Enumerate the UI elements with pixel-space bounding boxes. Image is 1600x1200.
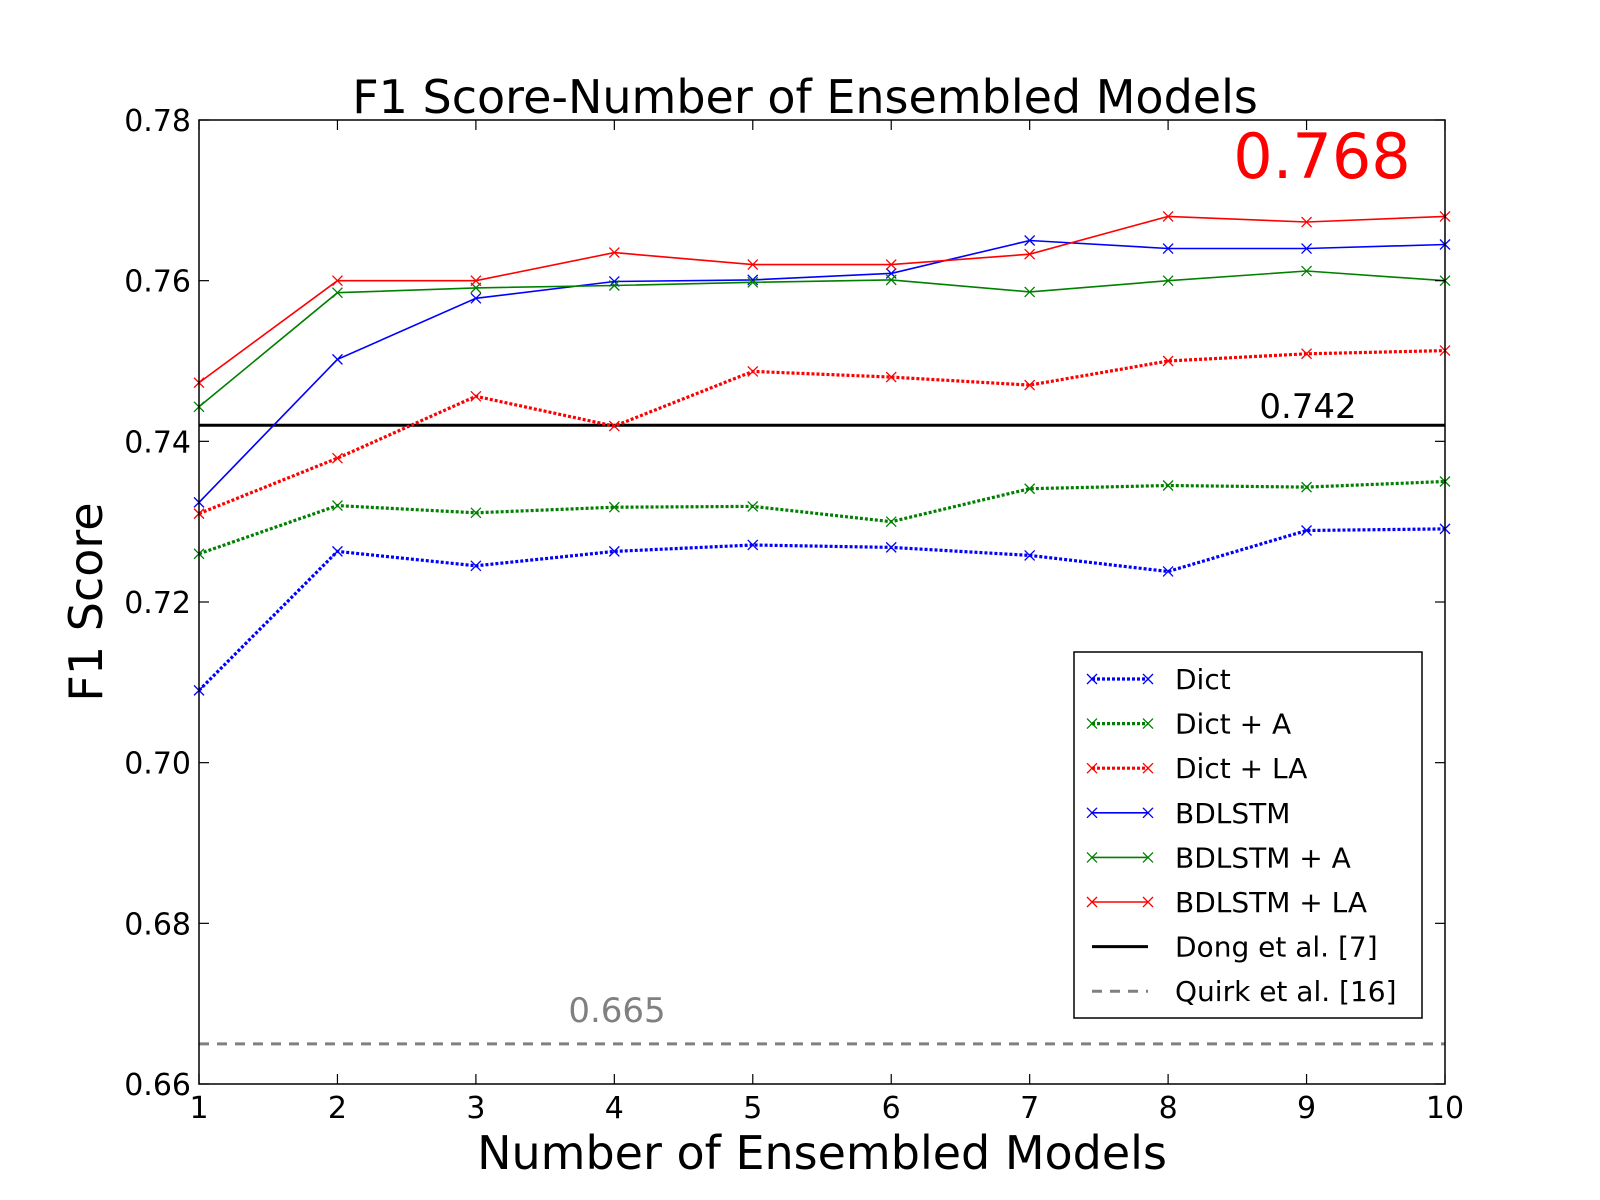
data-point-5-2 bbox=[470, 275, 482, 287]
series-line-0 bbox=[197, 527, 1446, 692]
y-tick-label-6: 0.78 bbox=[124, 104, 191, 139]
ref-label-dong: 0.742 bbox=[1259, 387, 1356, 427]
data-point-3-7 bbox=[1162, 243, 1174, 254]
x-axis-label: Number of Ensembled Models bbox=[477, 1126, 1167, 1180]
x-tick-label-7: 8 bbox=[1159, 1091, 1178, 1126]
best-score-annotation: 0.768 bbox=[1233, 120, 1411, 193]
data-point-0-2 bbox=[470, 560, 482, 572]
data-point-2-4 bbox=[747, 365, 759, 377]
y-tick-label-0: 0.66 bbox=[124, 1068, 191, 1103]
data-point-1-8 bbox=[1301, 481, 1313, 493]
data-point-5-4 bbox=[747, 259, 759, 271]
data-point-2-2 bbox=[470, 390, 482, 402]
legend-label-4: BDLSTM + A bbox=[1175, 841, 1351, 874]
data-point-4-8 bbox=[1301, 265, 1313, 277]
ref-label-quirk: 0.665 bbox=[568, 991, 665, 1031]
series-line-3 bbox=[198, 239, 1446, 503]
legend-marker-2-0 bbox=[1086, 762, 1098, 774]
x-tick-label-8: 9 bbox=[1297, 1091, 1316, 1126]
data-point-1-3 bbox=[608, 501, 620, 513]
legend-marker-1-0 bbox=[1086, 718, 1098, 730]
legend-label-6: Dong et al. [7] bbox=[1175, 931, 1378, 964]
data-point-5-1 bbox=[331, 275, 343, 287]
x-tick-label-5: 6 bbox=[882, 1091, 901, 1126]
data-point-1-7 bbox=[1162, 480, 1174, 491]
y-tick-label-2: 0.70 bbox=[124, 747, 191, 782]
legend-marker-3-1 bbox=[1142, 807, 1154, 819]
data-point-3-4 bbox=[747, 274, 759, 286]
chart-title: F1 Score-Number of Ensembled Models bbox=[352, 70, 1258, 124]
data-point-2-6 bbox=[1024, 379, 1036, 391]
legend-label-1: Dict + A bbox=[1175, 708, 1291, 741]
data-point-3-6 bbox=[1024, 235, 1036, 246]
data-point-3-1 bbox=[331, 353, 343, 365]
x-tick-label-4: 5 bbox=[743, 1091, 762, 1126]
data-point-1-1 bbox=[331, 500, 343, 512]
legend-marker-5-0 bbox=[1086, 896, 1098, 908]
data-point-4-1 bbox=[331, 287, 343, 299]
data-point-3-2 bbox=[470, 292, 482, 304]
legend-marker-0-1 bbox=[1142, 673, 1154, 685]
x-tick-label-2: 3 bbox=[466, 1091, 485, 1126]
data-point-5-3 bbox=[608, 247, 620, 259]
data-point-0-1 bbox=[331, 545, 343, 557]
legend-label-5: BDLSTM + LA bbox=[1175, 886, 1367, 919]
y-tick-label-1: 0.68 bbox=[124, 907, 191, 942]
data-point-0-7 bbox=[1162, 566, 1174, 577]
data-point-2-3 bbox=[608, 420, 620, 432]
legend-label-2: Dict + LA bbox=[1175, 752, 1307, 785]
legend-marker-4-0 bbox=[1086, 851, 1098, 863]
series-line-5 bbox=[198, 215, 1446, 384]
data-point-3-8 bbox=[1301, 243, 1313, 254]
data-point-5-5 bbox=[885, 259, 897, 271]
data-point-1-5 bbox=[885, 516, 897, 528]
y-tick-label-3: 0.72 bbox=[124, 586, 191, 621]
data-point-4-7 bbox=[1162, 275, 1174, 287]
data-point-1-4 bbox=[747, 500, 759, 512]
y-axis-label: F1 Score bbox=[59, 502, 113, 701]
data-point-5-7 bbox=[1162, 210, 1174, 222]
data-point-0-6 bbox=[1024, 549, 1036, 561]
data-point-0-3 bbox=[608, 545, 620, 557]
legend-label-0: Dict bbox=[1175, 663, 1231, 696]
data-point-0-8 bbox=[1301, 525, 1313, 536]
x-tick-label-3: 4 bbox=[605, 1091, 624, 1126]
legend-marker-4-1 bbox=[1142, 851, 1154, 863]
data-point-0-4 bbox=[747, 539, 759, 551]
series-line-2 bbox=[198, 349, 1446, 516]
data-point-2-1 bbox=[331, 452, 343, 464]
legend-box bbox=[1073, 651, 1423, 1019]
x-tick-label-0: 1 bbox=[189, 1091, 208, 1126]
series-line-1 bbox=[198, 479, 1446, 556]
series-line-4 bbox=[198, 270, 1446, 408]
data-point-1-6 bbox=[1024, 483, 1036, 495]
legend-marker-3-0 bbox=[1086, 807, 1098, 819]
data-point-1-2 bbox=[470, 507, 482, 519]
legend: Dict Dict + A Dict + LA BDLSTM BDLSTM + A BDL… bbox=[1073, 651, 1423, 1019]
y-tick-label-5: 0.76 bbox=[124, 265, 191, 300]
legend-marker-5-1 bbox=[1142, 896, 1154, 908]
y-tick-label-4: 0.74 bbox=[124, 425, 191, 460]
data-point-5-8 bbox=[1301, 216, 1313, 228]
data-point-4-4 bbox=[747, 276, 759, 288]
data-point-5-6 bbox=[1024, 248, 1036, 260]
x-tick-label-1: 2 bbox=[328, 1091, 347, 1126]
legend-label-3: BDLSTM bbox=[1175, 797, 1290, 830]
data-point-2-5 bbox=[885, 371, 897, 383]
data-point-4-3 bbox=[608, 280, 620, 291]
legend-marker-2-1 bbox=[1142, 762, 1154, 774]
legend-marker-1-1 bbox=[1142, 718, 1154, 730]
x-tick-label-6: 7 bbox=[1020, 1091, 1039, 1126]
legend-marker-0-0 bbox=[1086, 673, 1098, 685]
data-point-4-5 bbox=[885, 274, 897, 286]
x-tick-label-9: 10 bbox=[1426, 1091, 1464, 1126]
data-point-0-5 bbox=[885, 541, 897, 553]
data-point-2-8 bbox=[1301, 348, 1313, 360]
legend-label-7: Quirk et al. [16] bbox=[1175, 975, 1397, 1008]
data-point-2-7 bbox=[1162, 355, 1174, 367]
data-point-4-6 bbox=[1024, 286, 1036, 298]
